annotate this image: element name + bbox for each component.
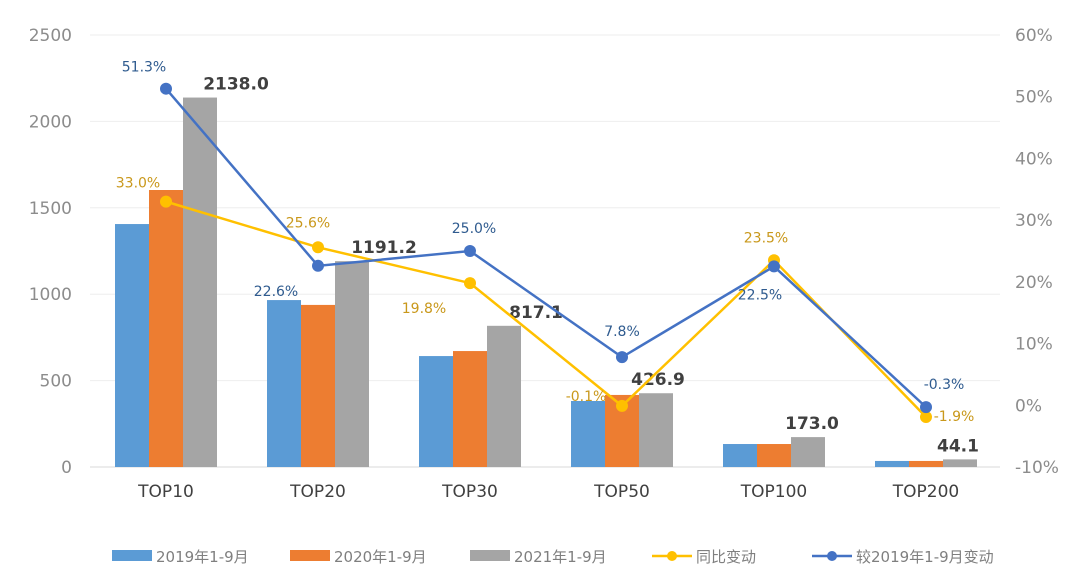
bar-2021年1-9月-TOP200 — [943, 459, 977, 467]
y-left-tick: 0 — [61, 458, 72, 478]
bar-2019年1-9月-TOP30 — [419, 356, 453, 467]
y-right-tick: -10% — [1015, 458, 1059, 478]
line-point-label: 51.3% — [122, 60, 166, 76]
y-right-tick: 10% — [1015, 335, 1053, 355]
bar-2019年1-9月-TOP10 — [115, 224, 149, 467]
bar-2019年1-9月-TOP50 — [571, 400, 605, 467]
legend-swatch — [112, 550, 152, 561]
y-right-tick: 50% — [1015, 88, 1053, 108]
line-point — [920, 411, 932, 424]
legend-marker — [667, 551, 677, 561]
y-right-tick: 0% — [1015, 396, 1042, 416]
bar-2020年1-9月-TOP200 — [909, 460, 943, 467]
line-point-label: 33.0% — [116, 176, 160, 192]
category-label: TOP100 — [740, 482, 807, 502]
y-left-tick: 1000 — [29, 285, 72, 305]
line-point — [464, 277, 476, 290]
line-point-label: 22.6% — [254, 284, 298, 300]
line-point — [616, 399, 628, 412]
line-point-label: -0.1% — [566, 389, 607, 405]
y-left-tick: 1500 — [29, 199, 72, 219]
legend-marker — [827, 551, 837, 561]
legend-swatch — [290, 550, 330, 561]
y-left-tick: 2000 — [29, 112, 72, 132]
y-right-tick: 20% — [1015, 273, 1053, 293]
line-较2019年1-9月变动 — [165, 87, 927, 409]
bar-2020年1-9月-TOP30 — [453, 351, 487, 467]
y-right-tick: 40% — [1015, 149, 1053, 169]
legend-swatch — [470, 550, 510, 561]
line-point — [160, 195, 172, 208]
line-point — [464, 245, 476, 257]
bar-2021年1-9月-TOP10 — [183, 97, 217, 468]
bar-value-label: 173.0 — [785, 414, 839, 434]
y-right-tick: 60% — [1015, 26, 1053, 46]
line-point-label: -1.9% — [934, 409, 975, 425]
line-point-label: 23.5% — [744, 230, 788, 246]
bar-2020年1-9月-TOP10 — [149, 190, 183, 468]
bar-value-label: 44.1 — [937, 436, 979, 456]
bar-2021年1-9月-TOP50 — [639, 393, 673, 467]
y-right-tick: 30% — [1015, 211, 1053, 231]
y-left-tick: 500 — [40, 372, 72, 392]
line-point — [312, 241, 324, 254]
y-left-tick: 2500 — [29, 26, 72, 46]
bar-value-label: 2138.0 — [203, 75, 269, 95]
line-point — [920, 401, 932, 414]
line-同比变动 — [165, 200, 927, 418]
bar-value-label: 426.9 — [631, 370, 685, 390]
bar-2019年1-9月-TOP100 — [723, 444, 757, 467]
line-point — [616, 351, 628, 364]
category-label: TOP30 — [441, 482, 498, 502]
bar-2019年1-9月-TOP20 — [267, 300, 301, 467]
bar-2021年1-9月-TOP30 — [487, 325, 521, 467]
line-point-label: 7.8% — [604, 324, 640, 340]
legend-label: 较2019年1-9月变动 — [856, 548, 994, 566]
line-point — [312, 259, 324, 272]
bar-2020年1-9月-TOP100 — [757, 444, 791, 467]
line-point-label: 22.5% — [738, 287, 782, 303]
legend-label: 2020年1-9月 — [334, 548, 427, 566]
line-point-label: -0.3% — [924, 377, 965, 393]
bar-value-label: 1191.2 — [351, 238, 417, 258]
category-label: TOP50 — [593, 482, 650, 502]
legend-label: 2019年1-9月 — [156, 548, 249, 566]
bar-2020年1-9月-TOP20 — [301, 304, 335, 467]
category-label: TOP10 — [137, 482, 194, 502]
line-point-label: 25.0% — [452, 221, 496, 237]
line-point-label: 25.6% — [286, 215, 330, 231]
line-point-label: 19.8% — [402, 301, 446, 317]
line-point — [768, 260, 780, 273]
category-label: TOP20 — [289, 482, 346, 502]
category-label: TOP200 — [892, 482, 959, 502]
bar-2019年1-9月-TOP200 — [875, 460, 909, 467]
legend-label: 2021年1-9月 — [514, 548, 607, 566]
line-point — [160, 82, 172, 95]
legend-label: 同比变动 — [696, 548, 756, 566]
bar-2021年1-9月-TOP20 — [335, 261, 369, 467]
bar-2021年1-9月-TOP100 — [791, 437, 825, 467]
